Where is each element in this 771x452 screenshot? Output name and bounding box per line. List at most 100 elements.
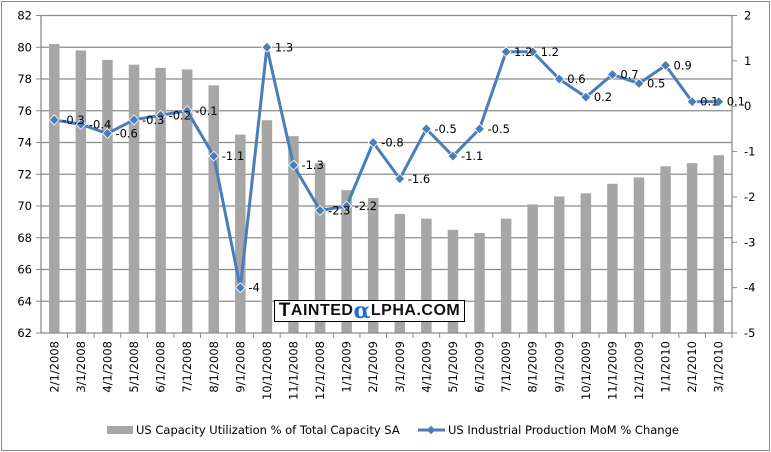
line-marker [394,173,406,185]
data-label: 0.7 [620,67,638,81]
left-axis-tick-label: 76 [17,104,32,118]
bar [75,50,87,334]
data-label: -0.2 [169,108,191,122]
line-marker [75,118,87,130]
bar [686,163,698,333]
data-label: -2.2 [355,199,377,213]
line-series [48,41,725,294]
x-axis-tick-label: 4/1/2009 [419,341,433,393]
x-axis-tick-label: 2/1/2009 [366,341,380,393]
data-label: 1.3 [275,40,293,54]
right-axis-tick-label: -1 [744,145,755,159]
left-axis-tick-label: 80 [17,40,32,54]
x-axis-tick-label: 4/1/2008 [100,341,114,393]
left-axis-tick-label: 72 [17,167,32,181]
x-axis-tick-label: 10/1/2008 [260,341,274,400]
bar [527,204,538,333]
line-path [54,45,719,290]
left-axis-tick-label: 62 [17,326,32,340]
bar [500,218,512,333]
left-axis-tick-label: 70 [17,199,32,213]
data-label: -1.1 [461,149,483,163]
bar [181,69,193,333]
line-marker [474,123,486,135]
data-label: 0.2 [594,90,612,104]
bar [554,196,565,333]
line-marker [287,159,299,171]
x-axis-tick-label: 9/1/2008 [233,341,247,393]
axes: 82 80 78 76 74 72 70 68 66 64 62 2 1 0 -1 -2 -3 -4 -5 2/1/2… [17,9,755,400]
data-label: -0.6 [115,126,137,140]
bar [580,193,592,333]
bar [155,67,166,333]
logo-letter-t: T [278,300,291,321]
line-marker [367,136,379,149]
x-axis-tick-label: 3/1/2010 [712,341,726,393]
legend-bar-swatch [107,426,133,434]
right-axis-tick-label: -3 [744,235,755,249]
data-label: 0.6 [567,72,585,86]
x-axis-tick-label: 5/1/2009 [446,341,460,393]
line-marker [553,73,565,85]
legend-line-marker [426,425,436,435]
x-axis-tick-label: 9/1/2009 [552,341,566,393]
data-label: -0.4 [89,117,111,131]
left-axis-tick-label: 74 [17,136,32,150]
line-marker [261,41,273,53]
right-axis-tick-label: -5 [744,326,755,340]
data-label: -2.3 [328,204,350,218]
bar [314,163,326,333]
data-label: -1.1 [222,149,244,163]
x-axis-tick-label: 6/1/2008 [154,341,168,393]
data-label: -1.6 [408,172,430,186]
data-label: 1.2 [541,45,559,59]
bar [607,183,618,333]
bar [261,120,273,334]
bar [128,64,140,334]
line-marker [713,96,725,108]
data-label: 0.1 [700,95,718,109]
left-axis-tick-label: 78 [17,72,32,86]
line-marker [234,282,246,294]
x-axis-tick-label: 12/1/2009 [632,341,646,400]
x-axis-tick-label: 1/1/2009 [340,341,354,393]
x-axis-tick-label: 8/1/2008 [207,341,221,393]
x-axis-tick-label: 3/1/2008 [74,341,88,393]
right-axis-tick-label: -2 [744,190,755,204]
left-axis-tick-label: 64 [17,294,32,308]
line-marker [580,91,592,103]
data-label: -0.8 [381,136,403,150]
line-marker [606,68,618,80]
right-axis-tick-label: 2 [744,9,751,23]
x-axis-tick-label: 2/1/2010 [685,341,699,393]
line-marker [341,200,353,212]
legend-bar-label: US Capacity Utilization % of Total Capac… [136,423,400,437]
line-marker [527,46,539,58]
bar [394,213,406,333]
bar [102,59,113,333]
line-marker [660,59,672,71]
logo-alpha: α [353,298,371,324]
x-axis-tick-label: 7/1/2009 [499,341,513,393]
data-label: -0.3 [142,113,164,127]
line-marker [314,205,326,217]
logo-text-lpha: LPHA.COM [370,302,461,319]
line-marker [155,109,167,121]
data-label: -4 [248,281,259,295]
data-label: -0.1 [195,104,217,118]
right-axis-tick-label: -4 [744,281,755,295]
bar [447,229,459,333]
x-axis-tick-label: 11/1/2008 [286,341,300,400]
logo-text-ainted: AINTED [290,302,354,319]
data-label: -0.5 [488,122,510,136]
line-marker [48,114,60,126]
line-marker [686,96,698,108]
bar [341,190,352,333]
bar [208,85,219,333]
right-axis-tick-label: 1 [744,54,751,68]
x-axis-tick-label: 11/1/2009 [605,341,619,400]
x-axis-tick-label: 12/1/2008 [313,341,327,400]
line-marker [447,150,459,162]
legend-line-label: US Industrial Production MoM % Change [448,423,679,437]
